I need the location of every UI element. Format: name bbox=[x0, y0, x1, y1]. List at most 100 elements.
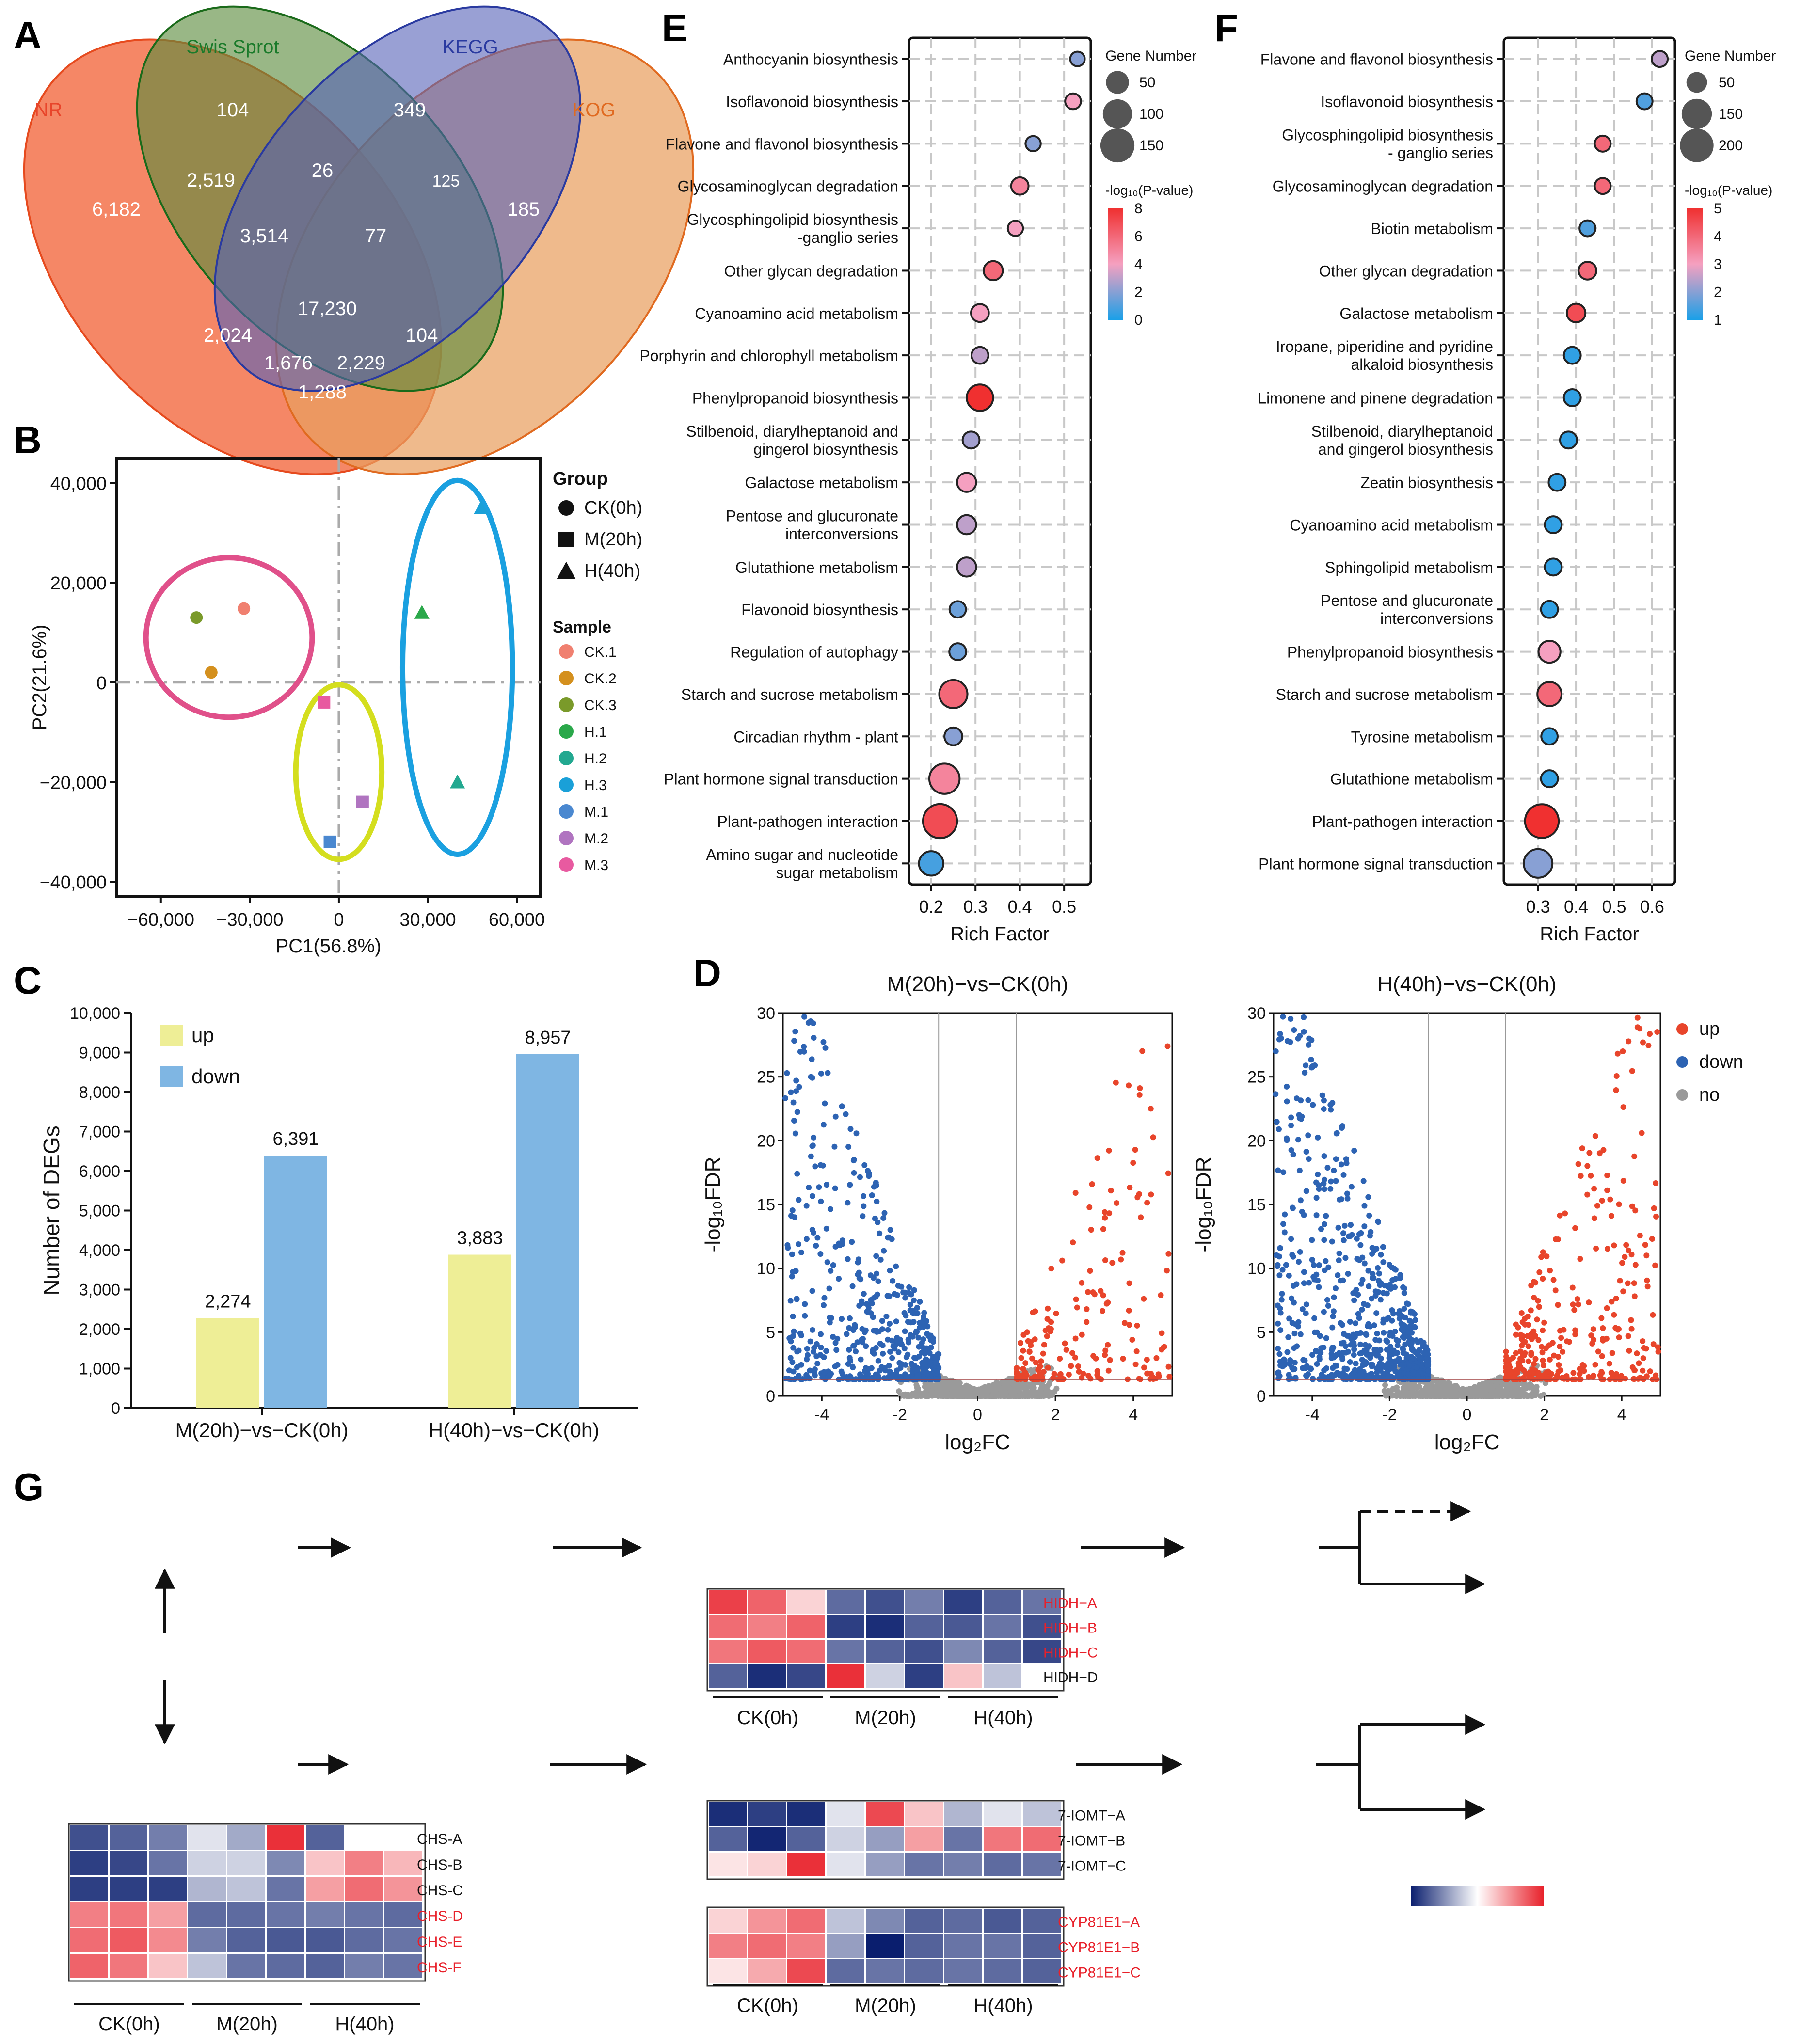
heatmap-cell-chs-f-7 bbox=[345, 1954, 383, 1978]
volcano-point-down bbox=[1280, 1221, 1287, 1227]
volcano-point-up bbox=[1632, 1207, 1639, 1214]
volcano-point-no bbox=[1003, 1383, 1009, 1389]
kegg-point-plant-hormone-signal-transduction bbox=[1523, 848, 1554, 879]
volcano-point-down bbox=[1357, 1242, 1364, 1248]
volcano-point-up bbox=[1609, 1299, 1615, 1305]
volcano-point-down bbox=[869, 1300, 875, 1307]
volcano-point-down bbox=[1314, 1348, 1320, 1355]
volcano-point-up bbox=[1637, 1026, 1643, 1032]
volcano-point-up bbox=[1018, 1340, 1024, 1346]
volcano-point-up bbox=[1026, 1348, 1033, 1355]
volcano-point-up bbox=[1153, 1355, 1160, 1361]
volcano-point-down bbox=[1372, 1337, 1379, 1343]
volcano-point-up bbox=[1581, 1363, 1587, 1369]
volcano-point-down bbox=[1357, 1375, 1364, 1381]
volcano-point-down bbox=[1315, 1171, 1321, 1177]
kegg-term-label-isoflavonoid-biosynthesis: Isoflavonoid biosynthesis bbox=[1321, 93, 1493, 111]
volcano-point-down bbox=[1396, 1372, 1402, 1379]
heatmap-group-label-m-20h: M(20h) bbox=[216, 2013, 278, 2035]
volcano-point-up bbox=[1525, 1358, 1531, 1364]
heatmap-cell-hidh-a-1 bbox=[748, 1590, 786, 1614]
volcano-point-up bbox=[1045, 1305, 1051, 1312]
venn-diagram: NR Swis Sprot KEGG KOG 6,182 104 349 185… bbox=[23, 5, 695, 475]
volcano-point-down bbox=[1361, 1347, 1368, 1354]
volcano-point-no bbox=[1522, 1381, 1528, 1387]
volcano-point-down bbox=[1384, 1347, 1390, 1353]
pca-group-key-h-40h bbox=[557, 561, 576, 579]
volcano-point-down bbox=[832, 1363, 838, 1370]
kegg-frame bbox=[1502, 36, 1676, 886]
heatmap-cell-7-iomt-a-6 bbox=[944, 1802, 982, 1826]
volcano-point-down bbox=[836, 1240, 842, 1247]
volcano-point-down bbox=[1393, 1350, 1399, 1357]
heatmap-cell-7-iomt-a-1 bbox=[748, 1802, 786, 1826]
pca-group-label-m-20h: M(20h) bbox=[584, 529, 642, 550]
volcano-point-down bbox=[818, 1198, 824, 1204]
volcano-point-down bbox=[1338, 1373, 1344, 1379]
volcano-point-down bbox=[883, 1314, 890, 1320]
volcano-point-down bbox=[801, 1044, 807, 1050]
volcano-point-down bbox=[846, 1355, 853, 1361]
volcano-point-down bbox=[1290, 1204, 1296, 1211]
kegg-size-key-200 bbox=[1680, 128, 1714, 162]
heatmap-cell-chs-f-8 bbox=[384, 1954, 422, 1978]
volcano-points-1 bbox=[1273, 1014, 1661, 1399]
volcano-point-down bbox=[1371, 1275, 1377, 1282]
kegg-color-tick-label-6: 6 bbox=[1134, 229, 1143, 245]
volcano-point-up bbox=[1102, 1352, 1108, 1358]
volcano-point-down bbox=[1348, 1222, 1354, 1228]
volcano-point-down bbox=[798, 1332, 804, 1339]
panel-label-e: E bbox=[662, 6, 687, 49]
volcano-point-down bbox=[794, 1364, 800, 1370]
bar-value-label-up-1: 3,883 bbox=[457, 1228, 503, 1249]
venn-count-kegg: 349 bbox=[394, 99, 426, 121]
kegg-point-flavone-and-flavonol-biosynthesis bbox=[1024, 135, 1042, 153]
kegg-color-tick-label-4: 4 bbox=[1714, 229, 1722, 245]
volcano-xlabel-1: log₂FC bbox=[1434, 1430, 1499, 1454]
volcano-point-down bbox=[1332, 1285, 1339, 1292]
volcano-xtick-label: 2 bbox=[1051, 1406, 1060, 1424]
volcano-point-down bbox=[1281, 1356, 1287, 1363]
volcano-point-up bbox=[1150, 1134, 1156, 1141]
heatmap-cell-chs-e-1 bbox=[110, 1928, 147, 1952]
kegg-point-galactose-metabolism bbox=[956, 472, 977, 493]
volcano-point-down bbox=[1308, 1366, 1314, 1372]
heatmap-cell-cyp81e1-b-5 bbox=[905, 1934, 943, 1958]
venn-count-kegg-kog: 125 bbox=[432, 172, 460, 190]
pca-ellipse-m-20h bbox=[293, 682, 385, 862]
volcano-point-down bbox=[1408, 1319, 1414, 1325]
heatmap-cell-chs-f-0 bbox=[70, 1954, 108, 1978]
volcano-point-no bbox=[1008, 1393, 1015, 1399]
volcano-point-down bbox=[1321, 1221, 1327, 1227]
volcano-ytick-label: 10 bbox=[757, 1260, 775, 1278]
volcano-xtick-label: 4 bbox=[1129, 1406, 1138, 1424]
volcano-point-down bbox=[857, 1174, 863, 1180]
volcano-point-up bbox=[1539, 1349, 1546, 1356]
volcano-point-down bbox=[1339, 1356, 1346, 1363]
volcano-point-down bbox=[1284, 1083, 1290, 1090]
volcano-point-down bbox=[1275, 1375, 1282, 1381]
volcano-point-down bbox=[1423, 1344, 1429, 1350]
pca-sample-label-h-1: H.1 bbox=[584, 724, 607, 740]
volcano-point-down bbox=[1275, 1167, 1281, 1173]
volcano-point-no bbox=[1523, 1392, 1530, 1398]
volcano-point-down bbox=[917, 1324, 923, 1331]
panel-label-f: F bbox=[1214, 6, 1238, 49]
volcano-point-down bbox=[1373, 1310, 1380, 1316]
volcano-point-down bbox=[881, 1364, 887, 1371]
volcano-point-up bbox=[1620, 1104, 1626, 1110]
volcano-point-down bbox=[909, 1333, 916, 1340]
volcano-point-no bbox=[1514, 1393, 1520, 1399]
volcano-point-down bbox=[1300, 1357, 1307, 1363]
volcano-point-down bbox=[890, 1343, 896, 1349]
volcano-point-down bbox=[1414, 1351, 1420, 1358]
heatmap-cell-hidh-d-7 bbox=[984, 1664, 1021, 1688]
volcano-point-down bbox=[1287, 1039, 1293, 1045]
volcano-point-down bbox=[1368, 1362, 1374, 1368]
volcano-point-no bbox=[1045, 1388, 1051, 1394]
volcano-point-down bbox=[870, 1349, 876, 1355]
volcano-point-up bbox=[1652, 1262, 1658, 1268]
volcano-point-no bbox=[1008, 1376, 1014, 1382]
volcano-point-up bbox=[1093, 1355, 1099, 1362]
volcano-point-down bbox=[923, 1318, 929, 1324]
